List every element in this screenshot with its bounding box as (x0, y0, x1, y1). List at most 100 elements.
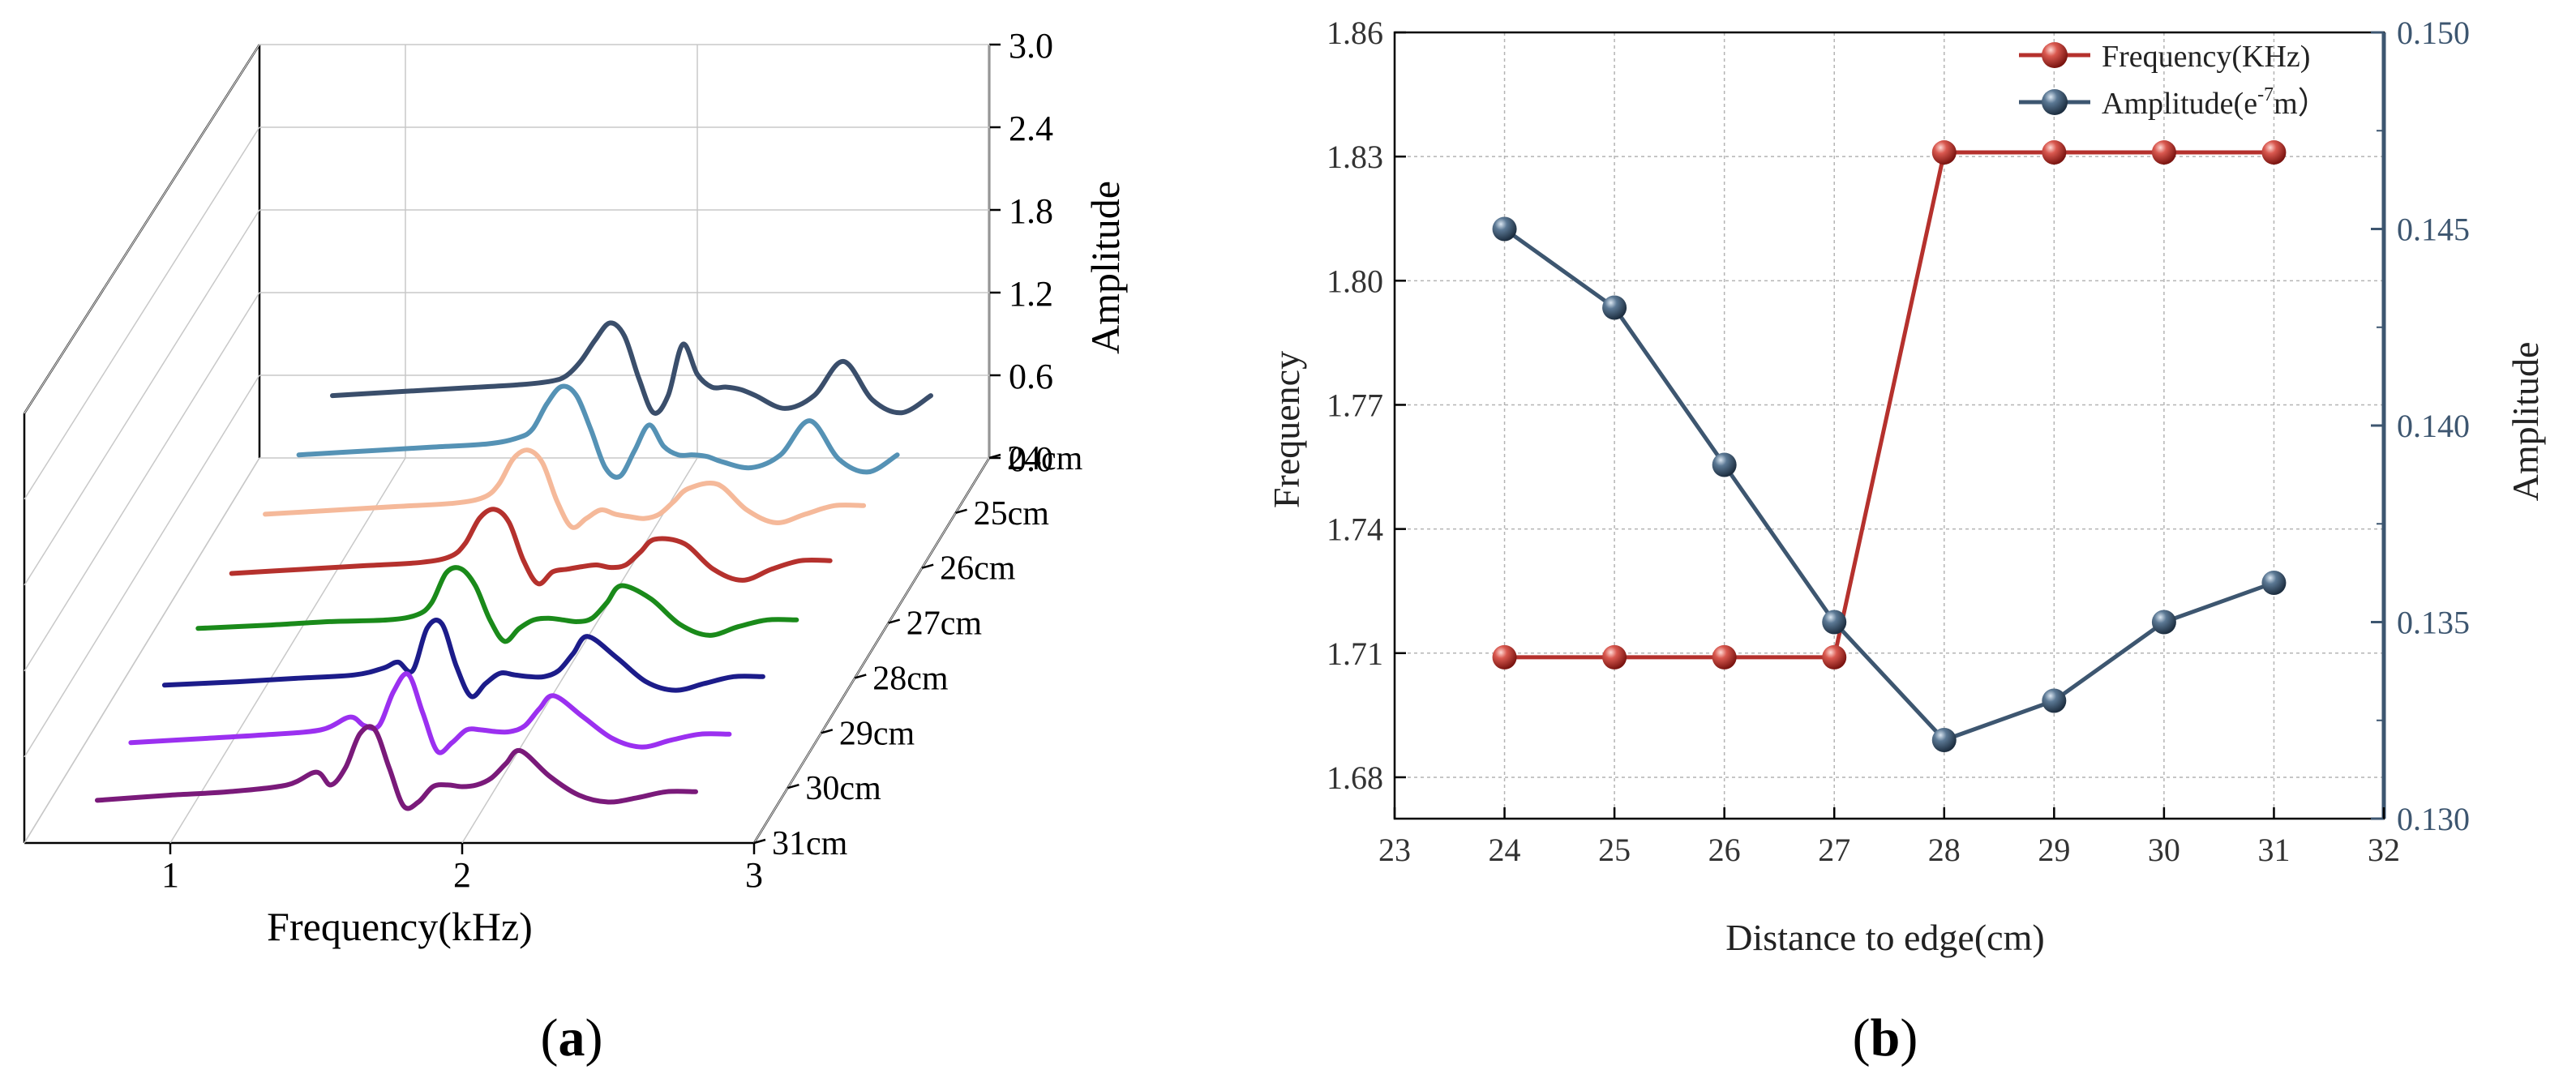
legend-frequency-text: Frequency(KHz) (2102, 40, 2310, 74)
depth-label: 29cm (839, 715, 915, 752)
depth-label: 31cm (772, 825, 848, 862)
panel-a-label: (a) (541, 1008, 603, 1067)
legend-amplitude-marker (2042, 89, 2068, 115)
waterfall-series-24cm (330, 320, 933, 416)
data-point-amplitude (1822, 610, 1847, 635)
y-tick-label: 1.86 (1327, 15, 1383, 51)
left-wall-gridline (24, 126, 260, 500)
data-point-frequency (2261, 140, 2287, 165)
data-point-amplitude (1712, 452, 1737, 477)
waterfall-walls (23, 43, 1001, 854)
floor-gridline (753, 457, 990, 844)
x-tick-label: 28 (1928, 832, 1961, 868)
amplitude-right-axis-title: Amplitude (2505, 342, 2546, 502)
depth-label: 30cm (805, 770, 881, 807)
depth-tick-mark (854, 674, 867, 679)
waterfall-series-26cm (263, 447, 867, 530)
y-tick-label: 1.83 (1327, 139, 1383, 175)
x-tick-label: 29 (2038, 832, 2070, 868)
x-tick-label: 32 (2368, 832, 2400, 868)
legend-frequency-marker (2042, 42, 2068, 68)
depth-label: 24cm (1007, 440, 1083, 477)
depth-tick-mark (821, 729, 834, 734)
data-point-frequency (1602, 644, 1627, 670)
frequency-tick-label: 2 (453, 855, 471, 895)
amplitude-tick-labels: 3.0 2.4 1.8 1.2 0.6 0.0 (1009, 26, 1053, 479)
x-tick-label: 27 (1818, 832, 1850, 868)
left-wall-gridline (24, 209, 260, 586)
y2-tick-label: 0.145 (2397, 212, 2470, 248)
depth-label: 26cm (940, 550, 1016, 588)
waterfall-series-31cm (95, 724, 698, 811)
y-tick-label: 1.74 (1327, 511, 1383, 548)
amplitude-tick-label: 2.4 (1009, 109, 1053, 148)
data-point-frequency (1822, 644, 1847, 670)
waterfall-series-25cm (296, 383, 900, 480)
waterfall-series-group (95, 320, 933, 811)
series-line-amplitude (1503, 227, 2275, 742)
waterfall-series-28cm (195, 565, 799, 644)
frequency-axis-title: Frequency (1266, 351, 1307, 508)
depth-tick-mark (753, 838, 766, 845)
panel-b-label: (b) (1853, 1008, 1918, 1067)
data-point-amplitude (1492, 216, 1517, 242)
y2-tick-label: 0.150 (2397, 15, 2470, 51)
amplitude-tick-label: 0.6 (1009, 357, 1053, 396)
y2-tick-label: 0.135 (2397, 605, 2470, 641)
amplitude-tick-label: 3.0 (1009, 26, 1053, 66)
frequency-tick-label: 1 (161, 855, 179, 895)
y2-tick-label: 0.140 (2397, 408, 2470, 444)
plot-gridlines (1394, 32, 2385, 819)
amplitude-tick-label: 1.8 (1009, 191, 1053, 231)
x-tick-label: 25 (1598, 832, 1631, 868)
depth-tick-mark (955, 508, 967, 515)
left-wall-gridline (24, 457, 260, 844)
depth-labels: 24cm 25cm 26cm 27cm 28cm 29cm 30cm 31cm (772, 440, 1083, 862)
floor-gridline (461, 457, 698, 844)
data-point-amplitude (1931, 728, 1957, 752)
y-tick-label: 1.77 (1327, 387, 1383, 423)
waterfall-series-29cm (161, 618, 765, 700)
data-point-frequency (2042, 140, 2067, 165)
y-tick-label: 1.80 (1327, 263, 1383, 299)
x-tick-label: 26 (1708, 832, 1741, 868)
data-point-amplitude (2151, 610, 2176, 635)
frequency-axis-title: Frequency(kHz) (267, 904, 533, 949)
amplitude-axis-ticks: 0.130 0.135 0.140 0.145 0.150 (2371, 15, 2470, 837)
depth-tick-mark (888, 618, 901, 624)
y-tick-label: 1.71 (1327, 635, 1383, 672)
data-point-frequency (1492, 644, 1517, 670)
floor-gridline (169, 457, 406, 844)
x-tick-label: 30 (2148, 832, 2180, 868)
plot-frame (1393, 31, 2385, 820)
legend-amplitude-text: Amplitude(e-7m） (2102, 84, 2329, 121)
data-point-amplitude (2261, 571, 2287, 595)
panel-b-dual-axis-chart: 1.681.711.741.771.801.831.86 0.1300.1350… (1266, 15, 2546, 1067)
depth-label: 27cm (907, 605, 983, 643)
frequency-axis-ticks: 1.68 1.71 1.74 1.77 1.80 1.83 1.86 (1327, 15, 1406, 796)
frequency-tick-labels: 1 2 3 (161, 855, 763, 895)
depth-label: 28cm (872, 660, 949, 697)
left-wall-gridline (24, 292, 260, 672)
depth-label: 25cm (974, 495, 1050, 533)
distance-axis-title: Distance to edge(cm) (1725, 917, 2044, 958)
waterfall-series-30cm (128, 671, 732, 755)
x-tick-label: 31 (2257, 832, 2290, 868)
amplitude-tick-label: 0.0 (1009, 439, 1053, 479)
legend-item-amplitude: Amplitude(e-7m） (2019, 84, 2329, 121)
depth-tick-mark (988, 453, 1001, 460)
x-tick-label: 24 (1489, 832, 1521, 868)
data-point-frequency (1712, 644, 1737, 670)
data-point-amplitude (2042, 688, 2067, 713)
data-point-frequency (1931, 140, 1957, 165)
x-tick-label: 23 (1378, 832, 1411, 868)
waterfall-series-27cm (229, 507, 833, 587)
amplitude-tick-label: 1.2 (1009, 274, 1053, 314)
depth-tick-mark (921, 563, 934, 569)
depth-tick-mark (787, 783, 799, 789)
amplitude-axis-title: Amplitude (1082, 181, 1128, 354)
data-point-frequency (2151, 140, 2176, 165)
y-tick-label: 1.68 (1327, 759, 1383, 796)
line-series-group (1492, 140, 2287, 752)
